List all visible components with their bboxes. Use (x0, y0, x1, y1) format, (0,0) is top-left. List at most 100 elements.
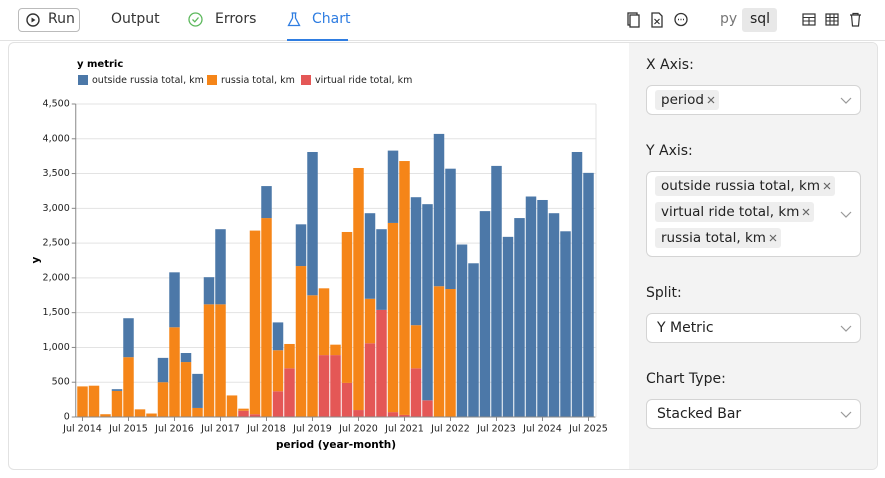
y-tick-label: 3,000 (43, 203, 70, 214)
bar-segment (180, 353, 192, 363)
chevron (840, 211, 852, 218)
x-axis-title: period (year-month) (276, 439, 396, 451)
bar-segment (215, 304, 226, 417)
bar-segment (123, 357, 134, 417)
bar-segment (410, 325, 422, 369)
bar-segment (376, 229, 387, 310)
y-tick-label: 1,000 (43, 342, 70, 353)
chart: y metric period (year-month) y 0 500 1,000… (30, 59, 608, 451)
bar-segment (583, 172, 594, 417)
x-tick-label: Jul 2021 (384, 424, 424, 435)
run-label: Run (48, 11, 75, 27)
y-tick-label: 0 (64, 412, 70, 423)
x-tick-label: Jul 2016 (154, 424, 194, 435)
tab-underline (287, 39, 348, 41)
bar-segment (433, 286, 445, 417)
bar-segment (261, 186, 272, 219)
chip-remove[interactable] (802, 208, 810, 216)
y-tick-label: 3,500 (43, 168, 70, 179)
bar-segment (422, 400, 433, 417)
bar-segment (468, 263, 479, 417)
run-button[interactable]: Run (18, 8, 80, 32)
bar-segment (537, 199, 548, 417)
field-label: X Axis: (646, 57, 694, 73)
bar-segment (203, 277, 215, 305)
x-tick-label: Jul 2020 (338, 424, 378, 435)
y-tick-label: 4,500 (43, 99, 70, 110)
select-value: Y Metric (657, 320, 714, 336)
bar-segment (422, 204, 433, 401)
chip: virtual ride total, km (655, 202, 815, 222)
view-icons[interactable] (800, 11, 865, 29)
language[interactable]: py (720, 11, 738, 27)
bar-segment (341, 382, 353, 417)
language[interactable]: sql (750, 11, 771, 27)
x-tick-label: Jul 2015 (108, 424, 148, 435)
bar-segment (295, 224, 307, 267)
bar-segment (157, 357, 169, 383)
bar-segment (502, 236, 514, 417)
y-axis-title: y (30, 256, 42, 263)
y-axis-select[interactable]: outside russia total, km virtual ride tot… (646, 171, 861, 257)
bar-segment (238, 410, 249, 417)
select-value: Stacked Bar (657, 406, 742, 422)
chip-remove[interactable] (707, 96, 715, 104)
x-axis-select[interactable]: period (646, 85, 861, 115)
tab[interactable]: Errors (215, 11, 257, 27)
bar-segment (491, 165, 502, 417)
toolbar (0, 0, 885, 41)
legend-label: outside russia total, km (92, 75, 204, 86)
y-tick-label: 500 (52, 377, 70, 388)
chip-remove[interactable] (769, 234, 777, 242)
tab[interactable]: Output (111, 11, 160, 27)
bar-segment (445, 289, 456, 417)
chevron (840, 325, 852, 332)
field-label: Split: (646, 285, 682, 301)
action-icons[interactable] (622, 11, 692, 29)
tab[interactable]: Chart (312, 11, 351, 27)
bar-segment (341, 231, 353, 383)
chip-label: virtual ride total, km (661, 204, 800, 220)
y-tick-label: 4,000 (43, 133, 70, 144)
language-active[interactable] (742, 8, 777, 32)
bar-segment (203, 304, 215, 417)
bar-segment (364, 343, 376, 417)
chip-label: period (661, 92, 705, 108)
chip: russia total, km (655, 228, 781, 248)
bar-segment (295, 266, 307, 417)
bar-segment (272, 350, 284, 392)
bar-segment (548, 213, 560, 417)
chip-label: russia total, km (661, 230, 766, 246)
bar-segment (399, 161, 410, 415)
legend-swatch (78, 75, 88, 85)
bar-segment (134, 409, 146, 417)
bar-segment (399, 414, 410, 417)
bar-segment (387, 222, 399, 413)
bar-segment (157, 382, 169, 417)
bar-segment (226, 395, 238, 417)
bar-segment (318, 355, 330, 417)
x-tick-label: Jul 2014 (62, 424, 102, 435)
x-tick-label: Jul 2018 (246, 424, 286, 435)
bar-segment (146, 413, 157, 417)
legend-swatch (207, 75, 217, 85)
bar-segment (330, 344, 341, 356)
bar-segment (249, 230, 261, 415)
bar-segment (88, 385, 100, 417)
bar-segment (376, 309, 387, 417)
chevron (840, 411, 852, 418)
legend-swatch (301, 75, 311, 85)
chart-type-select[interactable]: Stacked Bar (646, 399, 861, 429)
bar-segment (514, 218, 525, 417)
legend-label: virtual ride total, km (315, 75, 412, 86)
chip-remove[interactable] (823, 182, 831, 190)
bar-segment (111, 390, 123, 417)
bar-segment (249, 414, 261, 417)
bar-segment (364, 298, 376, 344)
bar-segment (479, 211, 491, 417)
split-select[interactable]: Y Metric (646, 313, 861, 343)
errors-icon (188, 12, 203, 27)
bar-segment (192, 373, 203, 408)
bar-segment (111, 389, 123, 391)
bar-segment (238, 408, 249, 411)
